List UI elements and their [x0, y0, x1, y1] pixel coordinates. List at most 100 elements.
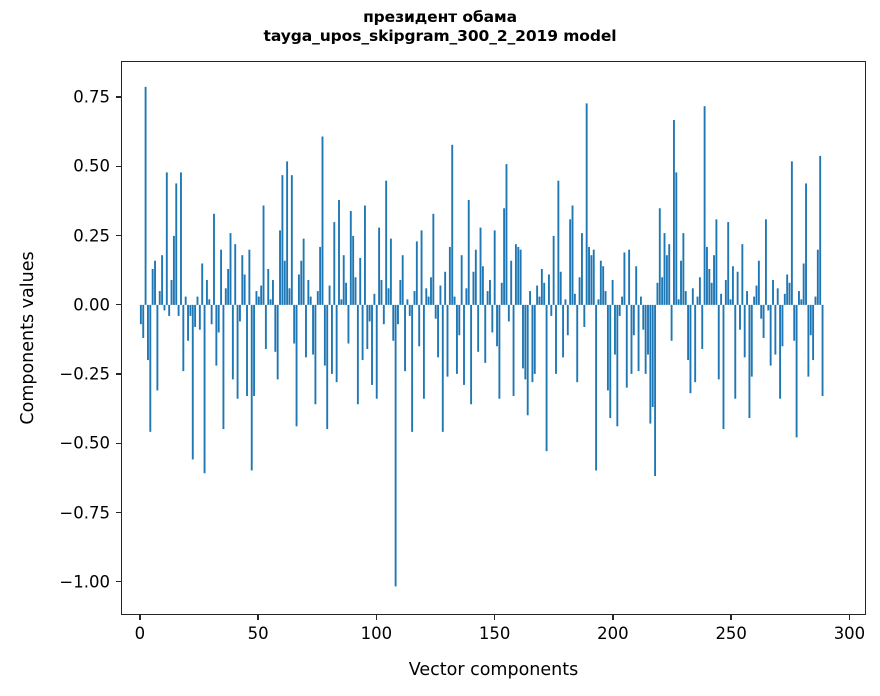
bar — [555, 304, 557, 374]
bar — [816, 249, 819, 305]
bar — [779, 304, 782, 399]
bar — [543, 282, 546, 305]
bar — [576, 304, 579, 383]
x-tick-mark — [257, 615, 259, 620]
bar — [616, 304, 619, 427]
bar — [698, 277, 701, 305]
bar — [578, 277, 581, 305]
bar — [701, 304, 704, 350]
bar — [430, 277, 432, 305]
bar — [392, 304, 395, 341]
bar — [694, 304, 697, 383]
bar — [420, 230, 423, 305]
bar — [368, 304, 371, 322]
bar — [569, 219, 572, 305]
bar — [533, 304, 536, 374]
bar — [672, 119, 675, 305]
bar — [184, 296, 187, 305]
bar — [253, 304, 256, 396]
bar — [432, 213, 435, 305]
bar — [691, 288, 694, 305]
bar — [347, 304, 350, 344]
bar — [790, 161, 793, 305]
x-tick-label: 150 — [478, 624, 511, 643]
x-tick-label: 50 — [247, 624, 269, 643]
bar — [604, 291, 607, 305]
bar — [180, 172, 182, 305]
bar — [319, 246, 322, 305]
bar — [198, 304, 201, 330]
bar — [741, 244, 744, 305]
bar — [439, 285, 442, 305]
bar — [413, 291, 416, 305]
bar — [194, 304, 197, 327]
bar — [760, 304, 763, 319]
bar — [562, 304, 565, 358]
x-tick-mark — [375, 615, 378, 620]
x-tick-mark — [493, 615, 496, 620]
plot-area — [121, 61, 866, 615]
bar — [481, 266, 484, 305]
bar — [625, 304, 628, 388]
bar — [359, 257, 362, 305]
bar — [408, 304, 411, 316]
bar — [345, 282, 348, 305]
x-tick-mark — [139, 615, 141, 620]
bar — [680, 260, 682, 305]
bar — [489, 280, 491, 305]
bar — [297, 274, 300, 305]
bar — [427, 296, 430, 305]
bar — [665, 255, 668, 305]
bar — [757, 260, 760, 305]
bar — [753, 296, 756, 305]
bar — [328, 285, 331, 305]
bar — [213, 213, 215, 305]
bar — [769, 304, 772, 366]
bar — [710, 282, 713, 305]
bar — [496, 304, 498, 347]
bar — [144, 86, 147, 305]
bar — [465, 288, 468, 305]
bar — [522, 304, 524, 369]
bar — [387, 288, 390, 305]
bar — [154, 260, 156, 305]
bar — [302, 238, 305, 305]
bar — [364, 205, 366, 305]
bar — [191, 304, 194, 460]
bar — [205, 280, 208, 305]
bar — [514, 244, 517, 305]
bar — [156, 304, 159, 391]
bar — [788, 282, 791, 305]
bar — [281, 175, 284, 305]
x-axis-label: Vector components — [408, 660, 579, 680]
bar — [696, 296, 699, 305]
bar — [446, 304, 449, 377]
bar — [203, 304, 206, 474]
bar — [170, 280, 173, 305]
bar — [382, 304, 385, 325]
bar — [217, 304, 220, 333]
bar — [623, 252, 626, 305]
bar — [238, 304, 241, 322]
bar — [798, 291, 800, 305]
bar — [312, 304, 315, 355]
bar — [231, 304, 234, 380]
bar — [189, 304, 192, 316]
bar — [250, 304, 253, 471]
bar — [243, 274, 246, 305]
bar — [352, 235, 355, 305]
bar — [260, 285, 263, 305]
bar — [236, 304, 239, 399]
bar — [531, 304, 534, 383]
bar — [286, 161, 289, 305]
bar — [795, 304, 798, 438]
bar — [406, 299, 409, 305]
bar — [215, 304, 218, 366]
bar — [335, 304, 338, 383]
bar — [479, 227, 482, 305]
x-tick-label: 200 — [597, 624, 629, 643]
bar — [172, 235, 175, 305]
bar — [677, 299, 680, 305]
bar — [142, 304, 145, 338]
bar — [786, 274, 789, 305]
